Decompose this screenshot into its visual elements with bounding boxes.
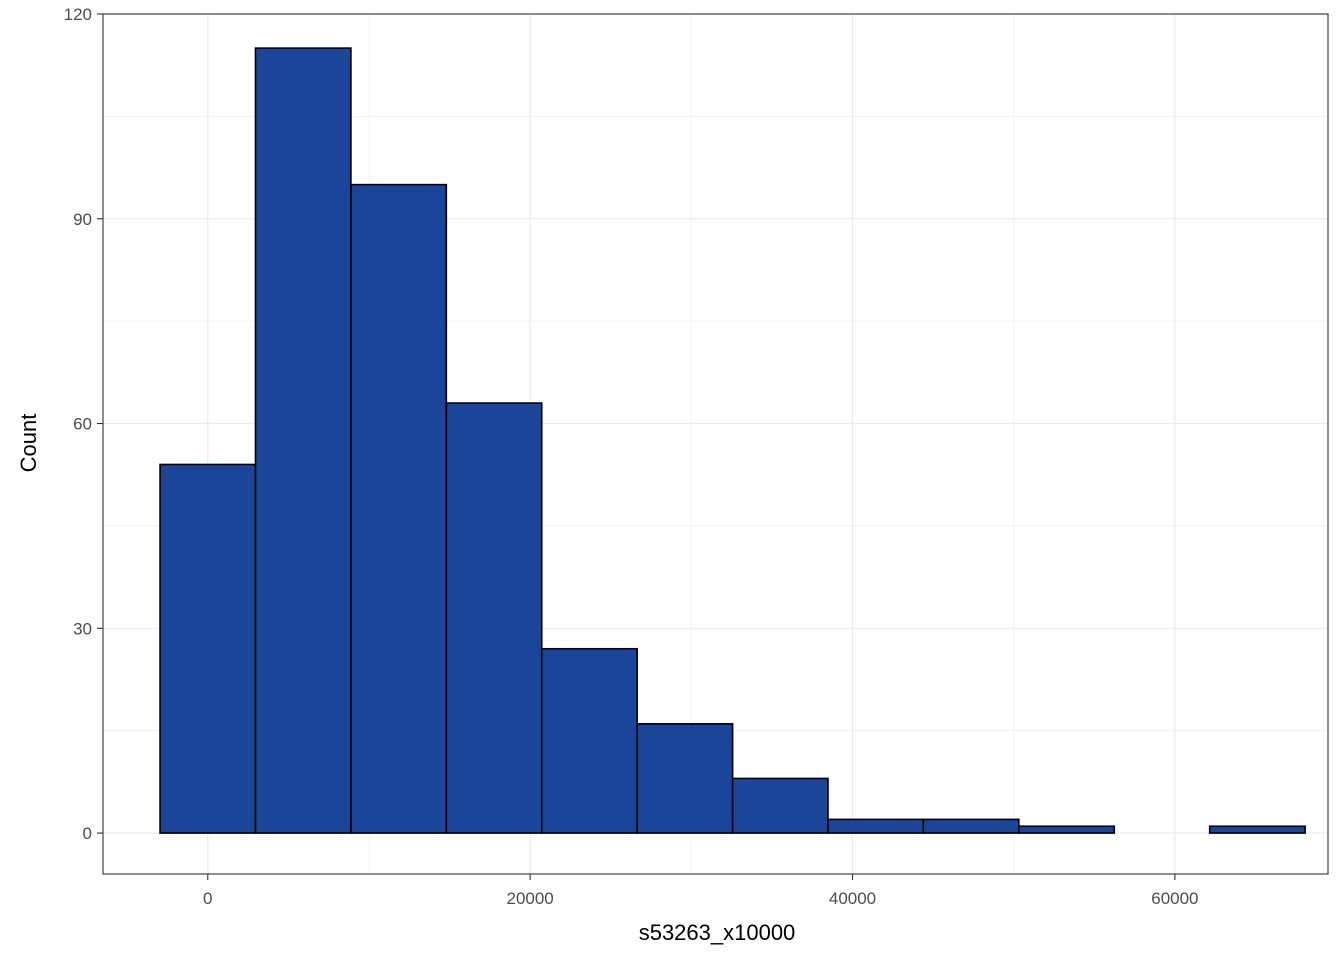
histogram-bar [350,183,448,834]
x-axis-ticks: 0 20000 40000 60000 [203,874,1199,908]
y-tick-label: 0 [83,824,92,843]
x-tick-label: 20000 [506,889,553,908]
histogram-bar [254,47,352,834]
histogram-bars [159,47,1306,834]
y-tick-label: 30 [73,619,92,638]
histogram-bar [922,818,1020,834]
histogram-bar [1208,825,1306,834]
x-axis-title: s53263_x10000 [639,920,796,945]
y-axis-title: Count [16,414,41,473]
histogram-bar [731,777,829,834]
histogram-bar [540,647,638,834]
panel-border [102,13,1329,875]
histogram-bar [636,723,734,834]
y-tick-label: 60 [73,415,92,434]
x-tick-label: 0 [203,889,212,908]
histogram-bar [445,402,543,834]
histogram-bar [827,818,925,834]
x-tick-label: 40000 [829,889,876,908]
y-axis-ticks: 0 30 60 90 120 [64,5,103,843]
x-tick-label: 60000 [1151,889,1198,908]
y-tick-label: 120 [64,5,92,24]
histogram-bar [159,463,257,834]
y-tick-label: 90 [73,210,92,229]
histogram-bar [1018,825,1116,834]
